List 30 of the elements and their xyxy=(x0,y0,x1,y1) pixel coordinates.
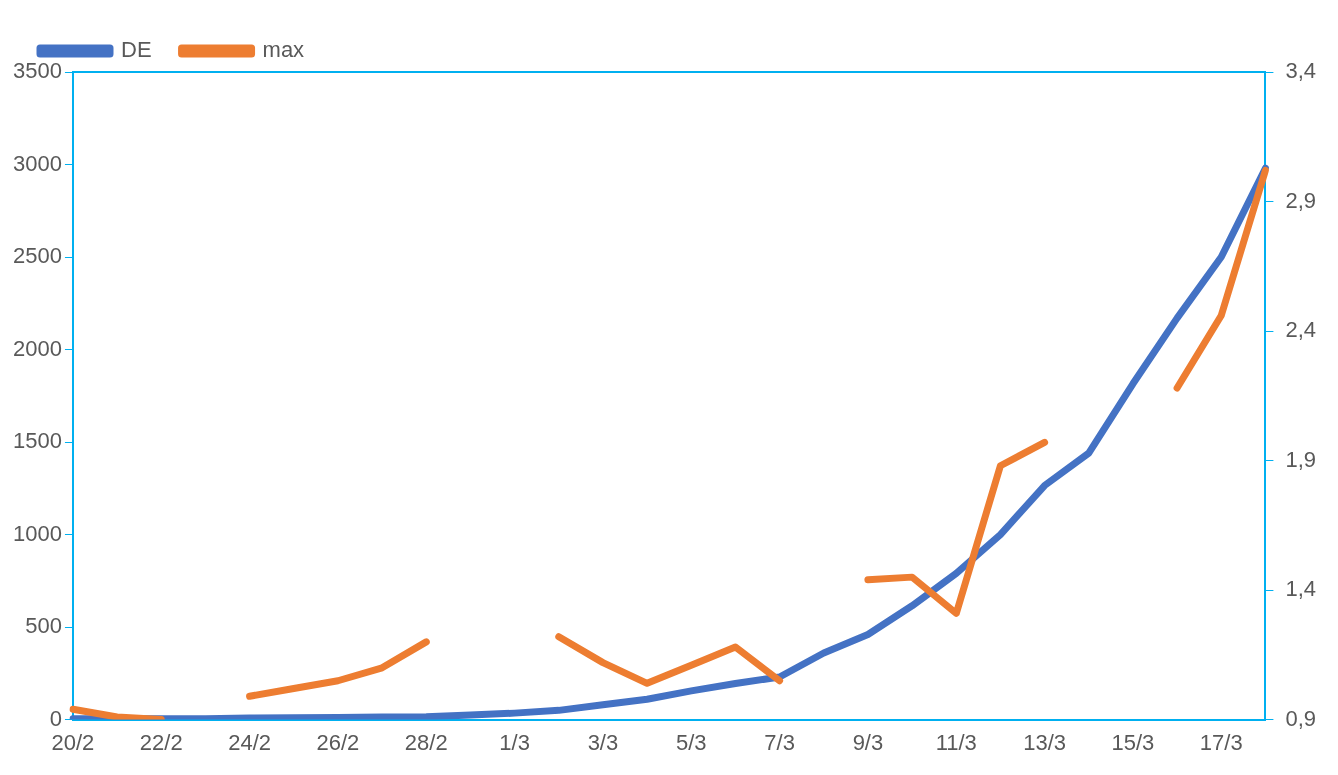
y-tick-label: 3500 xyxy=(12,58,62,84)
x-tick-label: 22/2 xyxy=(139,729,183,755)
x-tick-label: 5/3 xyxy=(675,729,707,755)
y2-tick-label: 3,4 xyxy=(1285,58,1317,84)
y-tick-label: 2000 xyxy=(12,335,62,361)
legend-label: DE xyxy=(121,37,152,63)
x-tick-label: 15/3 xyxy=(1111,729,1155,755)
y-tick-label: 1000 xyxy=(12,520,62,546)
y2-tick-label: 0,9 xyxy=(1285,705,1317,731)
x-tick-label: 7/3 xyxy=(764,729,795,755)
x-tick-label: 13/3 xyxy=(1023,729,1066,755)
legend-label: max xyxy=(262,37,305,63)
y-tick-label: 2500 xyxy=(12,243,62,269)
y-tick-label: 500 xyxy=(25,613,62,639)
x-tick-label: 20/2 xyxy=(51,729,95,755)
x-tick-label: 3/3 xyxy=(587,729,619,755)
x-tick-label: 28/2 xyxy=(404,729,448,755)
x-tick-label: 24/2 xyxy=(228,729,272,755)
y-tick-label: 1500 xyxy=(12,428,62,454)
x-tick-label: 17/3 xyxy=(1199,729,1243,755)
y2-tick-label: 2,4 xyxy=(1285,317,1317,343)
y-tick-label: 3000 xyxy=(12,150,62,176)
y2-tick-label: 1,9 xyxy=(1285,446,1317,472)
x-tick-label: 9/3 xyxy=(852,729,884,755)
x-tick-label: 11/3 xyxy=(935,729,977,755)
y-tick-label: 0 xyxy=(49,705,62,731)
x-tick-label: 26/2 xyxy=(316,729,360,755)
x-tick-label: 1/3 xyxy=(499,729,530,755)
y2-tick-label: 2,9 xyxy=(1285,187,1317,213)
y2-tick-label: 1,4 xyxy=(1285,576,1317,602)
